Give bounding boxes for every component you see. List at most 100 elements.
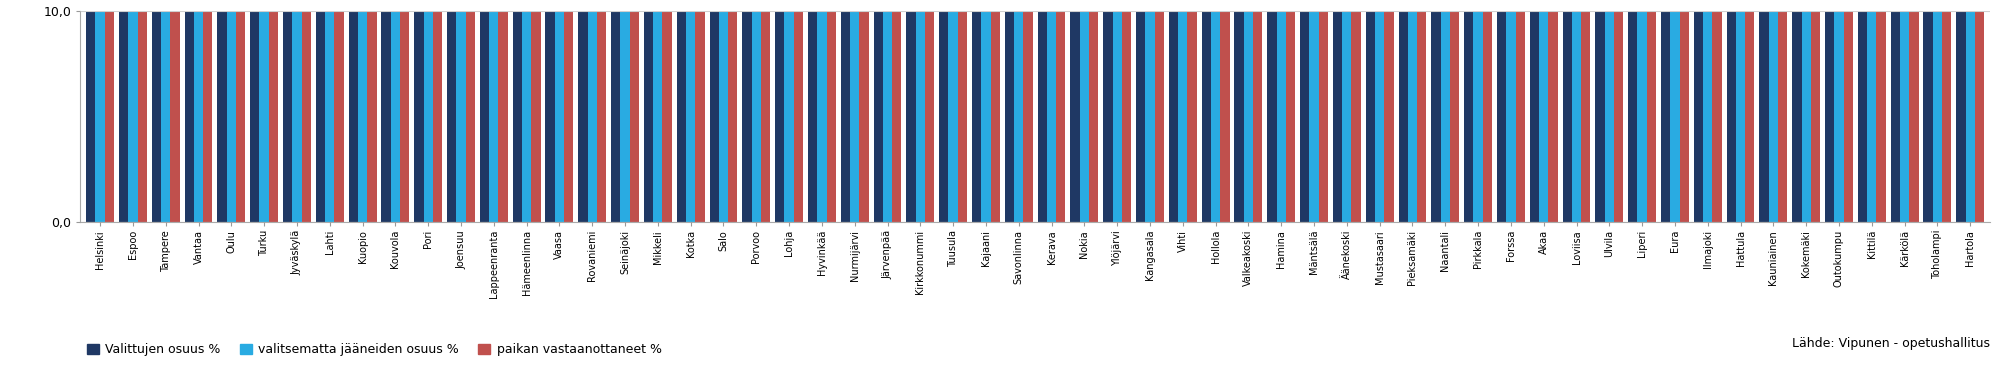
Bar	[390, 0, 400, 222]
Bar	[1596, 0, 1604, 222]
Bar	[1375, 0, 1385, 222]
Bar	[1811, 0, 1821, 222]
Bar	[1286, 0, 1294, 222]
Bar	[1005, 0, 1015, 222]
Bar	[153, 0, 161, 222]
Bar	[1737, 0, 1745, 222]
Bar	[1582, 0, 1590, 222]
Bar	[1899, 0, 1909, 222]
Bar	[1449, 0, 1459, 222]
Bar	[1343, 0, 1351, 222]
Bar	[1727, 0, 1737, 222]
Bar	[1801, 0, 1811, 222]
Bar	[1473, 0, 1483, 222]
Bar	[818, 0, 826, 222]
Bar	[939, 0, 949, 222]
Bar	[1170, 0, 1178, 222]
Bar	[326, 0, 334, 222]
Bar	[752, 0, 762, 222]
Bar	[784, 0, 794, 222]
Bar	[1891, 0, 1899, 222]
Bar	[283, 0, 291, 222]
Bar	[1924, 0, 1934, 222]
Bar	[653, 0, 663, 222]
Bar	[1857, 0, 1867, 222]
Bar	[907, 0, 917, 222]
Bar	[959, 0, 967, 222]
Bar	[129, 0, 137, 222]
Bar	[611, 0, 621, 222]
Bar	[1300, 0, 1309, 222]
Bar	[776, 0, 784, 222]
Bar	[1614, 0, 1624, 222]
Bar	[1793, 0, 1801, 222]
Bar	[368, 0, 376, 222]
Bar	[1976, 0, 1984, 222]
Bar	[105, 0, 115, 222]
Bar	[677, 0, 685, 222]
Bar	[1702, 0, 1713, 222]
Bar	[1680, 0, 1688, 222]
Bar	[1234, 0, 1244, 222]
Bar	[1505, 0, 1516, 222]
Bar	[1825, 0, 1835, 222]
Bar	[1441, 0, 1449, 222]
Bar	[1877, 0, 1885, 222]
Bar	[1934, 0, 1942, 222]
Bar	[1638, 0, 1646, 222]
Bar	[137, 0, 147, 222]
Bar	[432, 0, 442, 222]
Bar	[161, 0, 171, 222]
Bar	[1548, 0, 1558, 222]
Bar	[545, 0, 555, 222]
Bar	[217, 0, 227, 222]
Bar	[259, 0, 269, 222]
Bar	[531, 0, 541, 222]
Bar	[874, 0, 882, 222]
Bar	[1015, 0, 1023, 222]
Bar	[794, 0, 804, 222]
Bar	[1071, 0, 1079, 222]
Bar	[1202, 0, 1210, 222]
Bar	[1407, 0, 1417, 222]
Bar	[629, 0, 639, 222]
Bar	[1497, 0, 1505, 222]
Bar	[480, 0, 488, 222]
Bar	[1835, 0, 1843, 222]
Bar	[185, 0, 193, 222]
Bar	[513, 0, 523, 222]
Bar	[193, 0, 203, 222]
Bar	[1266, 0, 1276, 222]
Bar	[348, 0, 358, 222]
Bar	[587, 0, 597, 222]
Bar	[685, 0, 695, 222]
Bar	[1351, 0, 1361, 222]
Bar	[523, 0, 531, 222]
Bar	[1154, 0, 1164, 222]
Bar	[597, 0, 607, 222]
Bar	[1309, 0, 1319, 222]
Bar	[203, 0, 213, 222]
Bar	[1244, 0, 1252, 222]
Bar	[1136, 0, 1146, 222]
Bar	[1023, 0, 1033, 222]
Bar	[1779, 0, 1787, 222]
Bar	[1745, 0, 1755, 222]
Bar	[1431, 0, 1441, 222]
Bar	[981, 0, 991, 222]
Bar	[235, 0, 245, 222]
Bar	[1769, 0, 1779, 222]
Bar	[555, 0, 565, 222]
Bar	[1867, 0, 1877, 222]
Bar	[1103, 0, 1112, 222]
Bar	[742, 0, 752, 222]
Bar	[710, 0, 720, 222]
Bar	[1385, 0, 1393, 222]
Bar	[1572, 0, 1582, 222]
Bar	[860, 0, 868, 222]
Bar	[1037, 0, 1047, 222]
Bar	[358, 0, 368, 222]
Bar	[762, 0, 770, 222]
Bar	[316, 0, 326, 222]
Bar	[119, 0, 129, 222]
